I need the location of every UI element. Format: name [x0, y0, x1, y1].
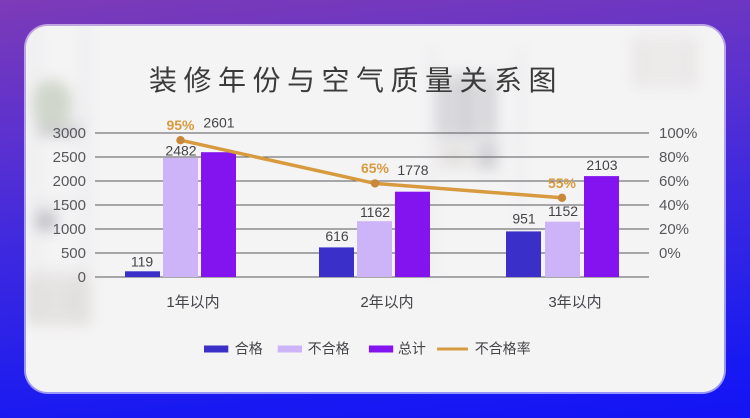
- svg-text:119: 119: [131, 254, 154, 270]
- svg-text:20%: 20%: [659, 221, 689, 238]
- svg-text:总计: 总计: [398, 341, 426, 357]
- svg-text:65%: 65%: [361, 160, 390, 176]
- svg-text:2500: 2500: [53, 149, 86, 166]
- svg-text:不合格率: 不合格率: [475, 341, 531, 357]
- svg-text:80%: 80%: [659, 149, 689, 166]
- svg-text:3000: 3000: [53, 125, 86, 142]
- svg-text:3年以内: 3年以内: [548, 294, 601, 311]
- svg-text:2103: 2103: [586, 157, 617, 173]
- svg-text:0: 0: [78, 269, 86, 286]
- svg-text:100%: 100%: [659, 125, 697, 142]
- svg-text:1162: 1162: [360, 204, 390, 220]
- svg-text:2000: 2000: [53, 173, 86, 190]
- svg-text:1152: 1152: [548, 203, 578, 219]
- svg-text:55%: 55%: [548, 175, 577, 191]
- svg-text:616: 616: [325, 228, 349, 244]
- svg-text:951: 951: [512, 210, 536, 226]
- svg-text:不合格: 不合格: [308, 341, 350, 357]
- svg-text:2482: 2482: [165, 142, 196, 158]
- svg-text:60%: 60%: [659, 173, 689, 190]
- svg-text:1778: 1778: [397, 162, 428, 178]
- svg-text:2年以内: 2年以内: [360, 294, 413, 311]
- svg-text:500: 500: [61, 245, 86, 262]
- svg-text:1年以内: 1年以内: [166, 294, 219, 311]
- svg-text:1500: 1500: [53, 197, 86, 214]
- svg-text:95%: 95%: [166, 117, 195, 133]
- svg-text:40%: 40%: [659, 197, 689, 214]
- svg-text:1000: 1000: [53, 221, 86, 238]
- svg-text:2601: 2601: [203, 115, 234, 131]
- svg-text:0%: 0%: [659, 245, 681, 262]
- svg-text:合格: 合格: [235, 341, 263, 357]
